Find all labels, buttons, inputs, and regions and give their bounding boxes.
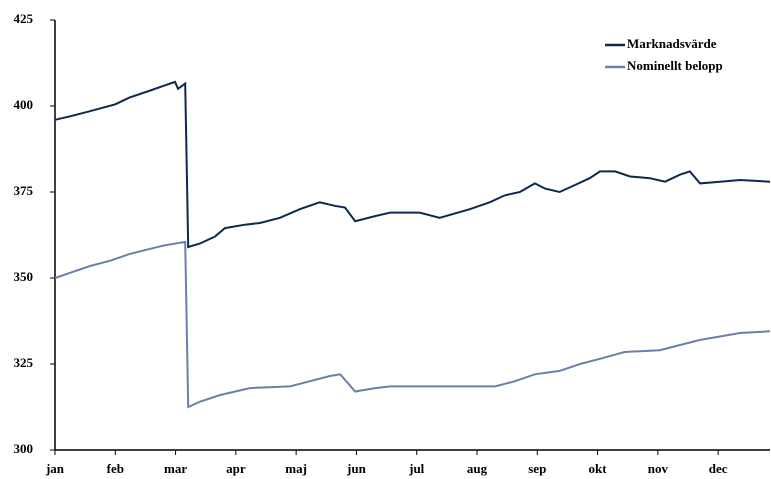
y-tick-label: 425 [14, 11, 34, 26]
x-tick-label: nov [648, 461, 669, 476]
x-tick-label: apr [226, 461, 246, 476]
legend-label: Nominellt belopp [627, 58, 723, 73]
legend-label: Marknadsvärde [627, 36, 717, 51]
y-tick-label: 375 [14, 183, 34, 198]
line-series [54, 80, 771, 249]
y-tick-label: 325 [14, 355, 34, 370]
x-tick-label: sep [528, 461, 546, 476]
x-tick-label: jan [45, 461, 65, 476]
x-tick-label: jul [408, 461, 425, 476]
x-tick-label: feb [107, 461, 124, 476]
y-tick-label: 400 [14, 97, 34, 112]
x-tick-label: jun [346, 461, 367, 476]
x-tick-label: aug [467, 461, 488, 476]
y-tick-label: 300 [14, 441, 34, 456]
x-tick-label: maj [285, 461, 307, 476]
x-tick-label: mar [164, 461, 187, 476]
x-tick-label: okt [589, 461, 608, 476]
x-tick-label: dec [709, 461, 728, 476]
line-series [54, 240, 771, 409]
y-tick-label: 350 [14, 269, 34, 284]
